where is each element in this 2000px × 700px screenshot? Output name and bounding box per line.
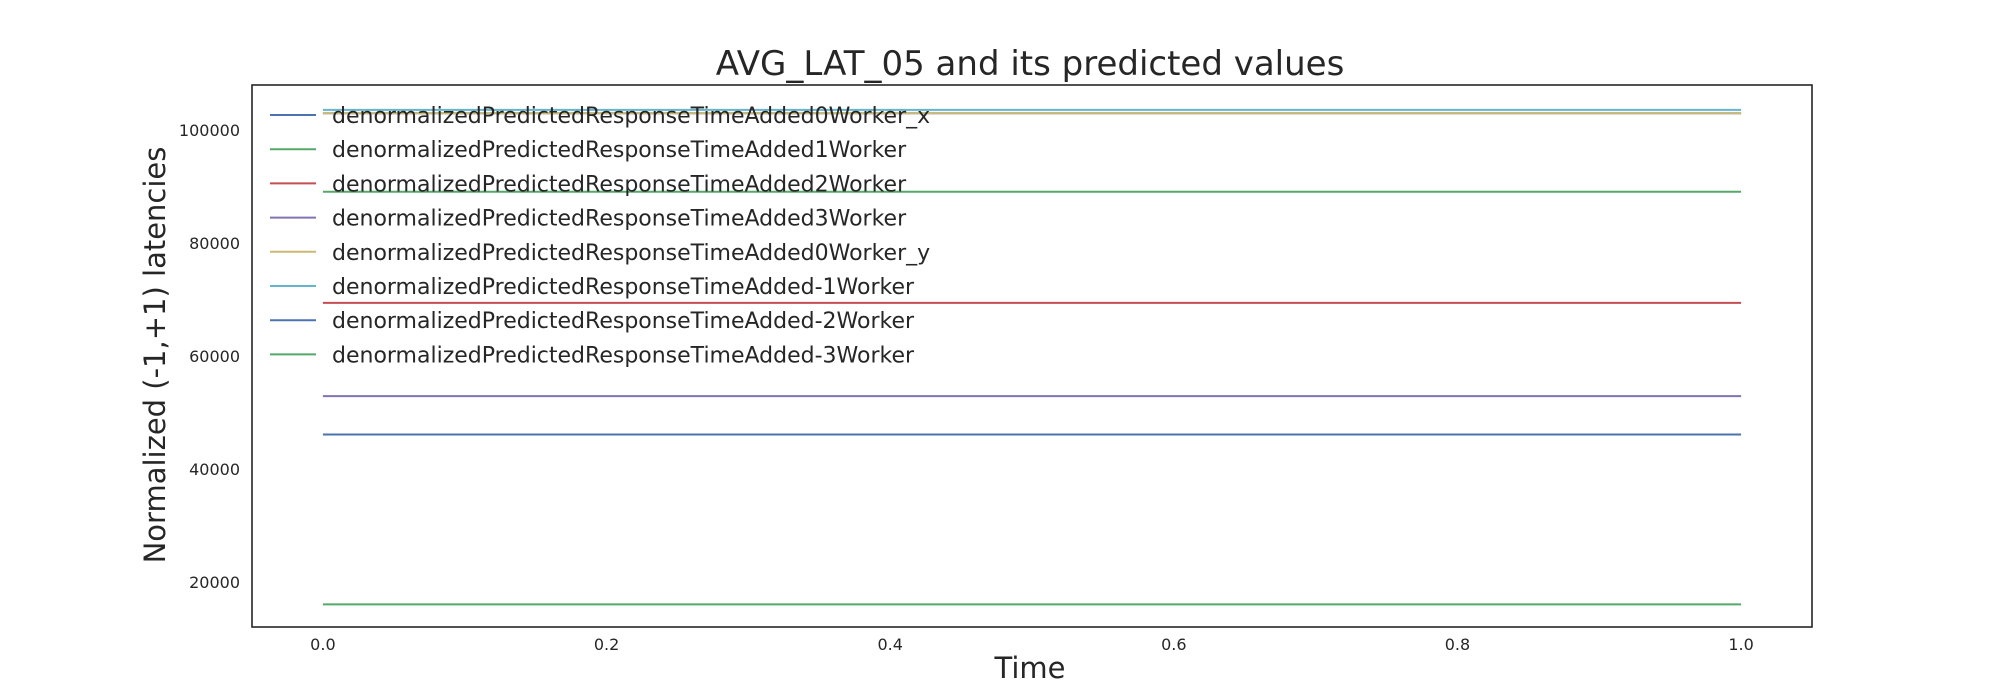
legend-label-7: denormalizedPredictedResponseTimeAdded-3… [332,343,915,368]
x-tick-label: 0.4 [877,635,902,654]
y-tick-label: 80000 [189,234,240,253]
x-tick-label: 0.0 [310,635,335,654]
y-tick-label: 100000 [179,121,240,140]
legend-label-3: denormalizedPredictedResponseTimeAdded3W… [332,207,907,232]
y-tick-label: 60000 [189,347,240,366]
legend-label-4: denormalizedPredictedResponseTimeAdded0W… [332,241,930,266]
x-tick-label: 1.0 [1728,635,1753,654]
y-tick-label: 40000 [189,460,240,479]
legend: denormalizedPredictedResponseTimeAdded0W… [270,104,930,368]
chart-title: AVG_LAT_05 and its predicted values [716,44,1345,84]
legend-label-0: denormalizedPredictedResponseTimeAdded0W… [332,104,930,129]
legend-label-5: denormalizedPredictedResponseTimeAdded-1… [332,275,915,300]
x-axis-label: Time [994,651,1066,685]
x-tick-label: 0.6 [1161,635,1186,654]
x-tick-label: 0.2 [594,635,619,654]
plot-area [251,84,1813,628]
legend-label-1: denormalizedPredictedResponseTimeAdded1W… [332,138,907,163]
plot-frame [251,84,1813,628]
legend-label-2: denormalizedPredictedResponseTimeAdded2W… [332,172,907,197]
x-axis: 0.0 0.2 0.4 0.6 0.8 1.0 [310,635,1754,654]
y-tick-label: 20000 [189,573,240,592]
legend-label-6: denormalizedPredictedResponseTimeAdded-2… [332,309,915,334]
y-axis-label: Normalized (-1,+1) latencies [138,147,172,564]
x-tick-label: 0.8 [1445,635,1470,654]
y-axis: 20000 40000 60000 80000 100000 [179,121,240,592]
